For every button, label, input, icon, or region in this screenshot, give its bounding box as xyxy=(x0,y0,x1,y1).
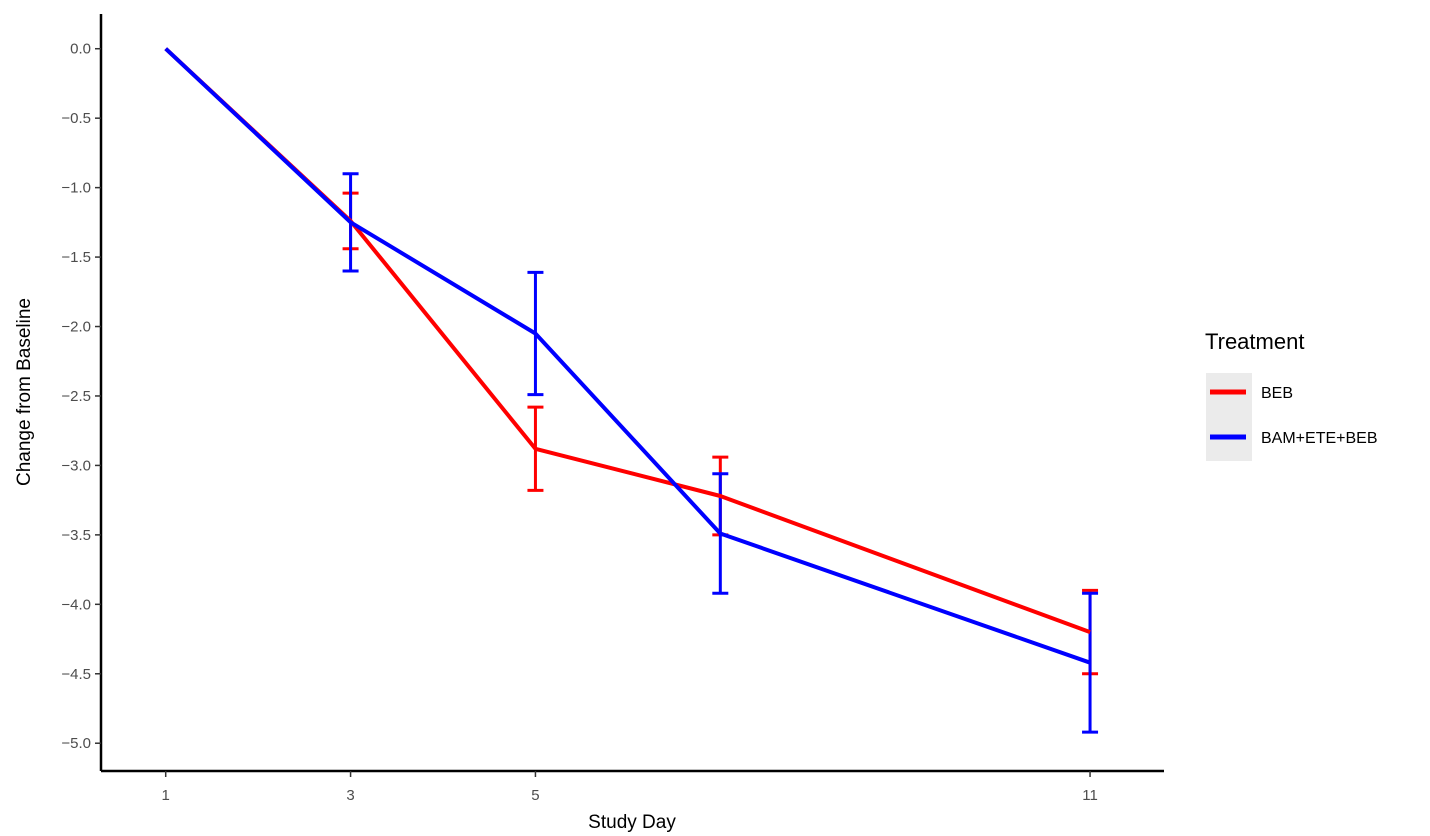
y-tick-label: −3.0 xyxy=(61,457,91,474)
y-tick-label: −5.0 xyxy=(61,735,91,752)
y-axis-ticks: 0.0 −0.5 −1.0 −1.5 −2.0 −2.5 −3.0 −3.5 −4.0 −4.5 −… xyxy=(61,41,101,752)
x-axis-title: Study Day xyxy=(588,812,676,833)
y-tick-label: −4.0 xyxy=(61,596,91,613)
x-tick-label: 5 xyxy=(531,787,539,804)
legend-label-beb: BEB xyxy=(1261,385,1293,402)
series-line-beb xyxy=(164,47,1091,634)
series-line-bam-ete-beb xyxy=(164,47,1091,665)
x-tick-label: 11 xyxy=(1082,787,1098,804)
y-tick-label: −0.5 xyxy=(61,110,91,127)
x-tick-label: 1 xyxy=(162,787,170,804)
y-tick-label: −1.0 xyxy=(61,180,91,197)
x-tick-label: 3 xyxy=(346,787,354,804)
y-tick-label: −3.5 xyxy=(61,527,91,544)
legend: Treatment BEB BAM+ETE+BEB xyxy=(1205,329,1378,461)
series-lines xyxy=(164,47,1091,665)
y-tick-label: −1.5 xyxy=(61,249,91,266)
y-tick-label: −4.5 xyxy=(61,666,91,683)
y-tick-label: 0.0 xyxy=(70,41,91,58)
legend-key-background xyxy=(1206,373,1252,461)
y-tick-label: −2.5 xyxy=(61,388,91,405)
y-tick-label: −2.0 xyxy=(61,319,91,336)
error-bars xyxy=(342,172,1099,734)
y-axis-title: Change from Baseline xyxy=(14,298,35,486)
x-axis-ticks: 1 3 5 11 xyxy=(162,771,1098,804)
legend-label-bam-ete-beb: BAM+ETE+BEB xyxy=(1261,430,1378,447)
legend-title: Treatment xyxy=(1205,329,1304,354)
